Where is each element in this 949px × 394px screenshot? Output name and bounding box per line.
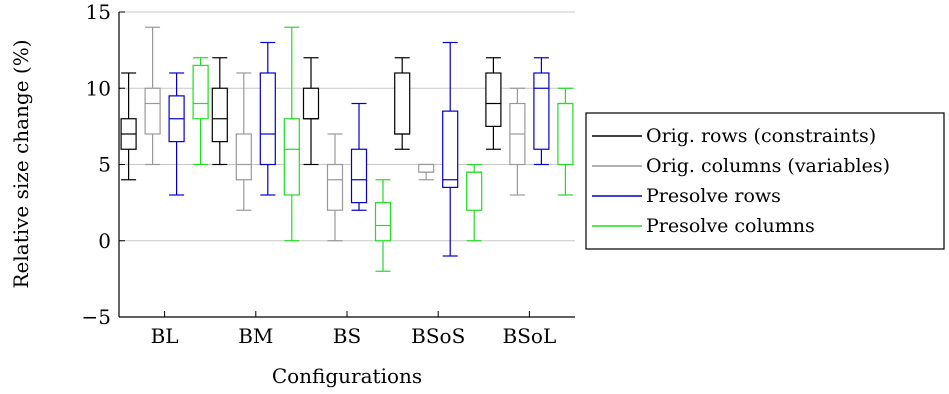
y-tick-label: −5	[82, 305, 111, 329]
box-BM-3	[283, 26, 300, 242]
y-axis-title: Relative size change (%)	[9, 39, 33, 288]
box-iqr	[374, 202, 392, 242]
box-BSoS-3	[466, 163, 483, 242]
box-iqr	[442, 110, 459, 188]
y-tick-label: 10	[86, 76, 111, 100]
box-BSoL-3	[557, 87, 574, 196]
box-iqr	[144, 87, 161, 135]
box-BSoS-2	[442, 41, 459, 257]
x-axis-title: Configurations	[272, 364, 422, 388]
box-BM-2	[259, 41, 276, 196]
box-BL-2	[168, 72, 185, 196]
box-BL-0	[120, 72, 137, 181]
box-iqr	[466, 171, 483, 211]
y-tick-label: 15	[86, 0, 111, 24]
box-iqr	[235, 133, 252, 181]
legend-label: Orig. rows (constraints)	[646, 125, 876, 147]
box-BS-3	[374, 179, 392, 272]
box-BSoL-0	[485, 57, 502, 150]
legend-label: Presolve columns	[646, 215, 815, 237]
box-BSoL-1	[509, 87, 526, 196]
y-tick-label: 5	[98, 153, 111, 177]
box-iqr	[302, 87, 320, 120]
box-layer	[120, 26, 574, 272]
box-iqr	[259, 72, 276, 166]
grid-lines	[119, 11, 575, 318]
legend-label: Orig. columns (variables)	[646, 155, 890, 177]
legend-label: Presolve rows	[646, 185, 781, 207]
box-BM-1	[235, 72, 252, 211]
box-iqr	[557, 102, 574, 166]
box-iqr	[533, 72, 550, 150]
x-tick-label: BS	[333, 324, 361, 348]
box-iqr	[283, 118, 300, 196]
box-BM-0	[211, 57, 228, 166]
box-iqr	[192, 64, 209, 120]
legend: Orig. rows (constraints) Orig. columns (v…	[585, 112, 945, 250]
x-tick-label: BM	[238, 324, 273, 348]
box-iqr	[211, 87, 228, 143]
box-BSoS-1	[418, 163, 435, 181]
x-tick-label: BSoL	[503, 324, 557, 348]
box-BL-1	[144, 26, 161, 166]
box-iqr	[394, 72, 411, 135]
box-BS-0	[302, 57, 320, 166]
box-BS-1	[326, 133, 344, 242]
box-BSoS-0	[394, 57, 411, 150]
legend-box	[585, 112, 945, 250]
box-BSoL-2	[533, 57, 550, 166]
box-BS-2	[350, 102, 368, 211]
box-iqr	[326, 163, 344, 211]
box-iqr	[485, 72, 502, 127]
box-iqr	[418, 163, 435, 173]
axis-layer: −5 0 5 10 15 BL BM BS BSoS BSoL	[82, 0, 575, 348]
x-tick-label: BSoS	[411, 324, 465, 348]
box-BL-3	[192, 57, 209, 166]
x-tick-label: BL	[151, 324, 179, 348]
box-iqr	[350, 148, 368, 204]
y-tick-label: 0	[98, 229, 111, 253]
